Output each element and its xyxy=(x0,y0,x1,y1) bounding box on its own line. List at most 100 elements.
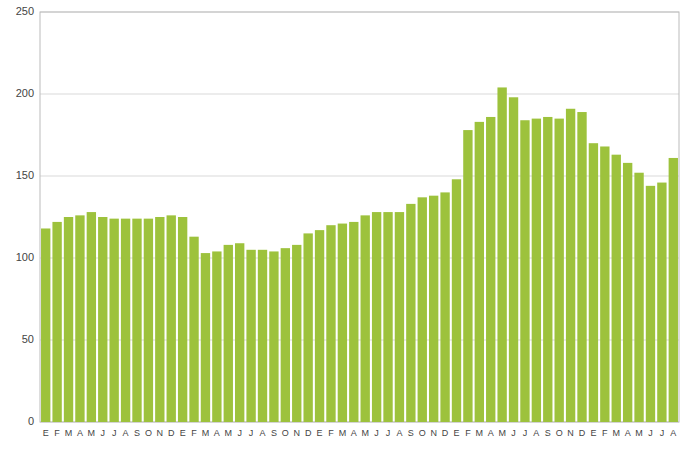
x-tick-label: D xyxy=(579,428,586,438)
x-tick-label: J xyxy=(511,428,516,438)
bar xyxy=(634,173,643,422)
bar xyxy=(224,245,233,422)
x-tick-label: A xyxy=(396,428,402,438)
bar xyxy=(418,197,427,422)
x-tick-label: A xyxy=(488,428,494,438)
x-tick-label: A xyxy=(670,428,676,438)
x-tick-label: O xyxy=(419,428,426,438)
bar xyxy=(577,112,586,422)
x-tick-label: M xyxy=(498,428,506,438)
y-axis: 050100150200250 xyxy=(16,5,679,427)
x-tick-label: M xyxy=(88,428,96,438)
x-tick-label: S xyxy=(271,428,277,438)
bar xyxy=(281,248,290,422)
bar xyxy=(121,219,130,422)
bar xyxy=(566,109,575,422)
bar xyxy=(509,97,518,422)
x-tick-label: M xyxy=(65,428,73,438)
bar xyxy=(303,233,312,422)
bar xyxy=(292,245,301,422)
x-tick-label: O xyxy=(282,428,289,438)
x-tick-label: J xyxy=(374,428,379,438)
x-tick-label: S xyxy=(545,428,551,438)
x-tick-label: M xyxy=(225,428,233,438)
x-tick-label: A xyxy=(260,428,266,438)
bar xyxy=(349,222,358,422)
bar xyxy=(486,117,495,422)
x-tick-label: E xyxy=(180,428,186,438)
x-tick-label: F xyxy=(328,428,334,438)
y-tick-label: 50 xyxy=(22,333,34,345)
x-tick-label: M xyxy=(202,428,210,438)
x-tick-label: E xyxy=(317,428,323,438)
bar xyxy=(87,212,96,422)
x-tick-label: N xyxy=(430,428,437,438)
bar xyxy=(383,212,392,422)
bar xyxy=(258,250,267,422)
x-tick-label: D xyxy=(442,428,449,438)
y-tick-label: 0 xyxy=(28,415,34,427)
bars xyxy=(41,87,678,422)
y-tick-label: 200 xyxy=(16,87,34,99)
x-tick-label: M xyxy=(339,428,347,438)
bar xyxy=(589,143,598,422)
x-tick-label: E xyxy=(453,428,459,438)
x-tick-label: N xyxy=(293,428,300,438)
x-tick-label: O xyxy=(556,428,563,438)
x-axis: EFMAMJJASONDEFMAMJJASONDEFMAMJJASONDEFMA… xyxy=(43,428,677,438)
x-tick-label: N xyxy=(157,428,164,438)
x-tick-label: A xyxy=(77,428,83,438)
chart: 050100150200250EFMAMJJASONDEFMAMJJASONDE… xyxy=(0,0,689,450)
bar xyxy=(475,122,484,422)
x-tick-label: A xyxy=(351,428,357,438)
x-tick-label: J xyxy=(101,428,106,438)
bar xyxy=(144,219,153,422)
x-tick-label: F xyxy=(465,428,471,438)
bar xyxy=(395,212,404,422)
x-tick-label: F xyxy=(54,428,60,438)
x-tick-label: F xyxy=(191,428,197,438)
bar xyxy=(612,155,621,422)
bar xyxy=(178,217,187,422)
y-tick-label: 100 xyxy=(16,251,34,263)
bar xyxy=(98,217,107,422)
bar xyxy=(452,179,461,422)
bar xyxy=(497,87,506,422)
bar xyxy=(600,146,609,422)
bar xyxy=(75,215,84,422)
x-tick-label: D xyxy=(305,428,312,438)
x-tick-label: J xyxy=(523,428,528,438)
bar xyxy=(246,250,255,422)
bar xyxy=(657,183,666,422)
bar xyxy=(429,196,438,422)
x-tick-label: F xyxy=(602,428,608,438)
grid-line xyxy=(40,94,679,95)
bar xyxy=(315,230,324,422)
bar xyxy=(201,253,210,422)
x-tick-label: A xyxy=(625,428,631,438)
x-tick-label: S xyxy=(408,428,414,438)
x-tick-label: E xyxy=(590,428,596,438)
bar xyxy=(269,251,278,422)
bar xyxy=(361,215,370,422)
bar xyxy=(155,217,164,422)
bar xyxy=(212,251,221,422)
bar xyxy=(406,204,415,422)
x-tick-label: J xyxy=(249,428,254,438)
x-tick-label: J xyxy=(386,428,391,438)
x-tick-label: M xyxy=(476,428,484,438)
bar xyxy=(189,237,198,422)
bar xyxy=(109,219,118,422)
x-tick-label: A xyxy=(533,428,539,438)
x-tick-label: D xyxy=(168,428,175,438)
bar xyxy=(235,243,244,422)
x-tick-label: M xyxy=(612,428,620,438)
x-tick-label: S xyxy=(134,428,140,438)
bar xyxy=(440,192,449,422)
bar xyxy=(167,215,176,422)
x-tick-label: A xyxy=(123,428,129,438)
bar xyxy=(555,119,564,422)
x-tick-label: E xyxy=(43,428,49,438)
y-tick-label: 250 xyxy=(16,5,34,17)
bar xyxy=(326,225,335,422)
